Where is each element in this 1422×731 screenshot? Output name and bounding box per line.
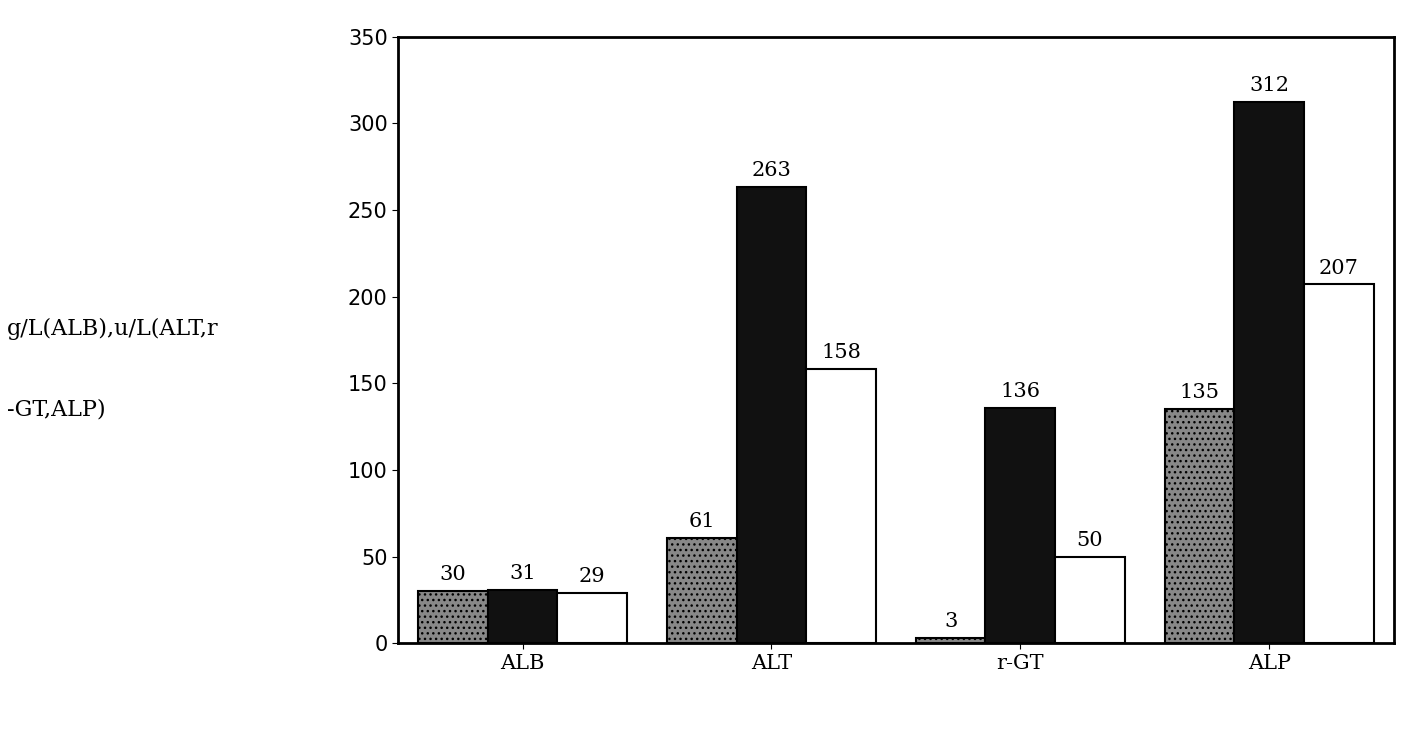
Text: 61: 61: [688, 512, 715, 531]
Bar: [985, 407, 1055, 643]
Bar: [1234, 102, 1304, 643]
Bar: [1055, 556, 1125, 643]
Text: 312: 312: [1249, 77, 1290, 96]
Text: g/L(ALB),u/L(ALT,r: g/L(ALB),u/L(ALT,r: [7, 318, 219, 340]
Bar: [806, 369, 876, 643]
Bar: [1165, 409, 1234, 643]
Text: 135: 135: [1179, 383, 1220, 402]
Bar: [737, 187, 806, 643]
Text: 207: 207: [1318, 259, 1359, 278]
Text: 263: 263: [751, 162, 792, 181]
Text: -GT,ALP): -GT,ALP): [7, 398, 105, 420]
Bar: [557, 593, 627, 643]
Bar: [488, 589, 557, 643]
Text: 29: 29: [579, 567, 606, 586]
Text: 158: 158: [820, 344, 862, 363]
Text: 30: 30: [439, 565, 466, 584]
Text: 136: 136: [1000, 382, 1041, 401]
Text: 31: 31: [509, 564, 536, 583]
Bar: [667, 537, 737, 643]
Text: 3: 3: [944, 612, 957, 631]
Bar: [1304, 284, 1374, 643]
Bar: [418, 591, 488, 643]
Bar: [916, 638, 985, 643]
Text: 50: 50: [1076, 531, 1103, 550]
